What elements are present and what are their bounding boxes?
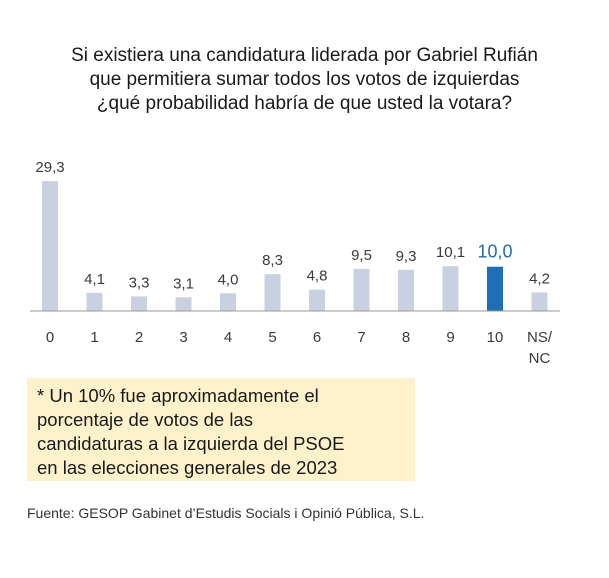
value-label-8: 9,3 <box>396 248 417 265</box>
footnote-line-1: * Un 10% fue aproximadamente el <box>37 385 319 406</box>
bar-chart: 29,34,1 3,3 3,1 4,08,34,89,5 9,3 10,1 10,04,2 … <box>30 159 560 367</box>
tick-label-4: 4 <box>224 329 232 346</box>
value-labels-group: 29,3 4,1 3,3 3,1 4,0 8,3 4,8 9,5 9,3 10,1 10,0 4,2 <box>35 159 550 292</box>
tick-label-9: 9 <box>446 329 454 346</box>
value-label-9: 10,1 <box>436 244 465 261</box>
tick-labels-group: 0 1 2 3 4 5 6 7 8 9 10 NS/NC <box>46 329 553 367</box>
footnote-line-4: en las elecciones generales de 2023 <box>37 457 338 478</box>
tick-label-8: 8 <box>402 329 410 346</box>
value-label-1: 4,1 <box>84 271 105 288</box>
chart-title-line-3: ¿qué probabilidad habría de que usted la… <box>96 93 513 114</box>
bar-5 <box>264 274 281 311</box>
tick-label-6: 6 <box>313 329 321 346</box>
bar-2 <box>131 296 147 311</box>
tick-label-5: 5 <box>268 329 276 346</box>
chart-title-line-2: que permitiera sumar todos los votos de … <box>89 69 520 90</box>
bar-0 <box>42 181 58 311</box>
value-label-7: 9,5 <box>351 247 372 264</box>
tick-label-7: 7 <box>357 329 365 346</box>
chart-title-line-1: Si existiera una candidatura liderada po… <box>71 45 538 66</box>
tick-label-1: 1 <box>90 329 98 346</box>
value-label-2: 3,3 <box>129 274 150 291</box>
tick-label-10: 10 <box>487 329 504 346</box>
tick-label-3: 3 <box>179 329 187 346</box>
bar-9 <box>442 266 459 311</box>
tick-label-0: 0 <box>46 329 54 346</box>
bars-group <box>42 181 548 311</box>
footnote-line-3: candidaturas a la izquierda del PSOE <box>37 433 345 454</box>
bar-10 <box>487 266 503 311</box>
chart-title: Si existiera una candidatura liderada po… <box>20 44 589 116</box>
bar-11 <box>531 292 548 311</box>
footnote-box: * Un 10% fue aproximadamente el porcenta… <box>27 378 415 481</box>
bar-4 <box>220 293 236 311</box>
tick-label-11: NS/NC <box>527 329 553 367</box>
footnote-line-2: porcentaje de votos de las <box>37 409 253 430</box>
bar-3 <box>175 297 192 311</box>
source-text: Fuente: GESOP Gabinet d’Estudis Socials … <box>27 505 425 521</box>
bar-8 <box>398 269 414 311</box>
value-label-10: 10,0 <box>477 242 512 262</box>
bar-6 <box>309 289 325 311</box>
value-label-5: 8,3 <box>262 252 283 269</box>
value-label-4: 4,0 <box>218 271 239 288</box>
value-label-11: 4,2 <box>529 270 550 287</box>
value-label-6: 4,8 <box>307 268 328 285</box>
value-label-0: 29,3 <box>35 159 64 176</box>
tick-label-2: 2 <box>135 329 143 346</box>
value-label-3: 3,1 <box>173 275 194 292</box>
bar-1 <box>86 292 103 311</box>
bar-7 <box>353 268 370 311</box>
